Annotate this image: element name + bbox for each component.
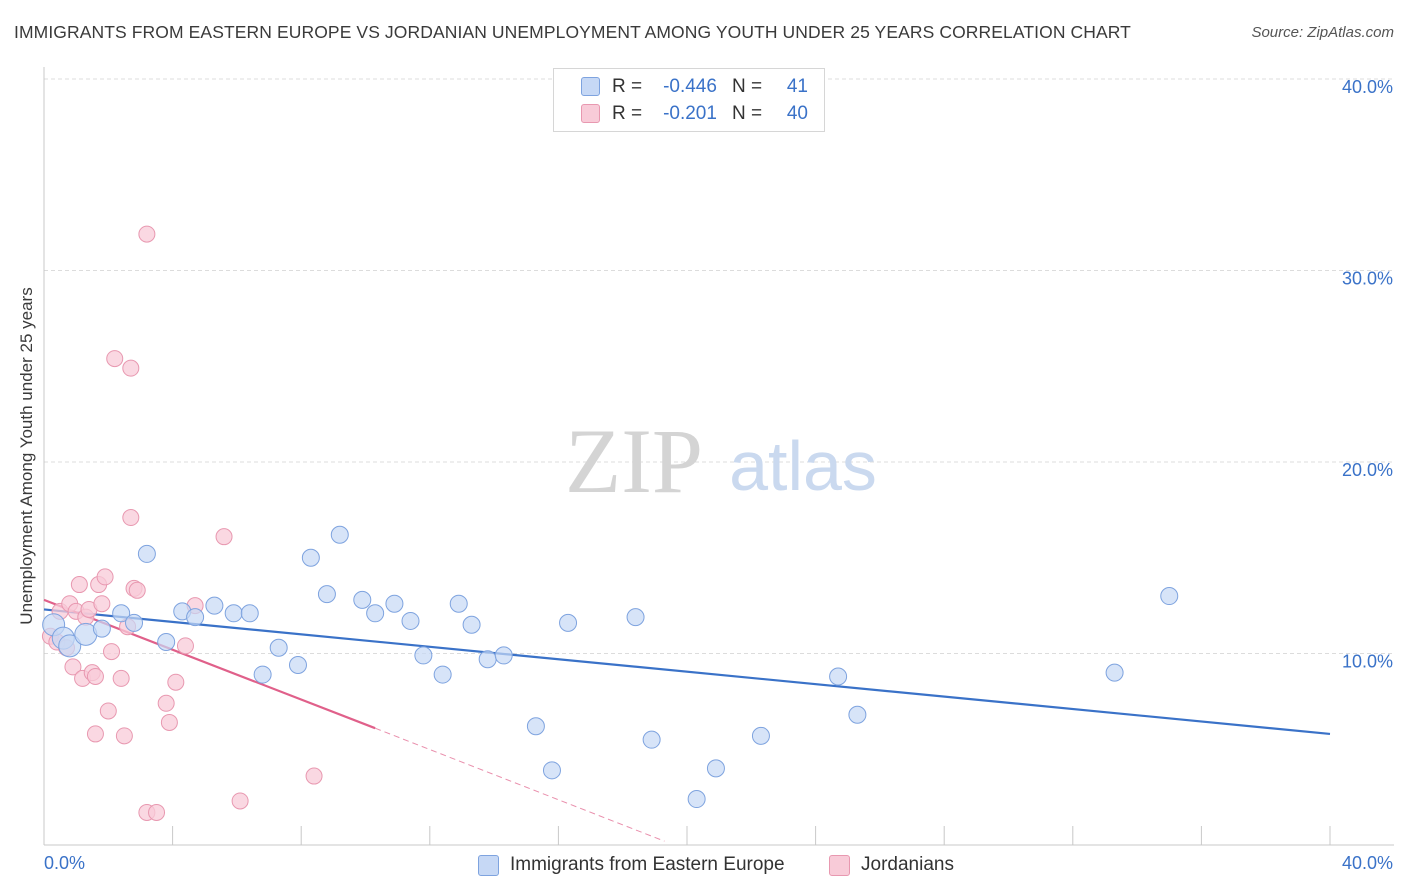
data-point-eastern-europe: [751, 726, 770, 745]
axes: [43, 67, 1394, 846]
data-point-eastern-europe: [205, 596, 224, 615]
watermark-zip: ZIP: [565, 410, 703, 512]
data-point-eastern-europe: [137, 544, 156, 563]
data-point-jordanians: [99, 702, 117, 720]
series-legend-item-jordanians: Jordanians: [829, 852, 954, 878]
data-point-jordanians: [305, 767, 323, 785]
data-point-eastern-europe: [642, 730, 661, 749]
legend-r-value: -0.446: [663, 75, 717, 97]
legend-n-label: N =: [732, 75, 763, 97]
data-point-eastern-europe: [848, 705, 867, 724]
data-point-jordanians: [96, 568, 114, 586]
legend-r-label: R =: [612, 102, 643, 124]
legend-r-label: R =: [612, 75, 643, 97]
data-point-eastern-europe: [353, 590, 372, 609]
data-point-eastern-europe: [462, 615, 481, 634]
legend-row-blue: R = -0.446 N = 41: [554, 73, 808, 100]
source-credit: Source: ZipAtlas.com: [1251, 24, 1394, 41]
data-point-jordanians: [215, 528, 233, 546]
data-point-eastern-europe: [1105, 663, 1124, 682]
data-point-eastern-europe: [401, 611, 420, 630]
data-point-eastern-europe: [58, 634, 82, 658]
data-point-eastern-europe: [157, 633, 176, 652]
data-point-jordanians: [231, 792, 249, 810]
data-point-eastern-europe: [385, 594, 404, 613]
data-point-eastern-europe: [253, 665, 272, 684]
data-point-jordanians: [122, 509, 140, 527]
data-point-eastern-europe: [317, 585, 336, 604]
data-point-eastern-europe: [269, 638, 288, 657]
data-point-eastern-europe: [449, 594, 468, 613]
data-point-eastern-europe: [542, 761, 561, 780]
series-legend: Immigrants from Eastern Europe Jordanian…: [0, 852, 1406, 878]
data-point-jordanians: [106, 350, 124, 368]
watermark-atlas: atlas: [729, 427, 877, 505]
data-point-eastern-europe: [478, 650, 497, 669]
data-point-jordanians: [93, 595, 111, 613]
chart-title: IMMIGRANTS FROM EASTERN EUROPE VS JORDAN…: [14, 22, 1131, 42]
trend-line-jordanians-extension: [374, 727, 665, 842]
legend-swatch-blue: [581, 77, 600, 96]
data-point-eastern-europe: [414, 646, 433, 665]
data-point-eastern-europe: [494, 646, 513, 665]
trend-line-eastern-europe: [43, 608, 1331, 736]
gridlines: [44, 78, 1394, 654]
legend-swatch-pink: [581, 104, 600, 123]
data-point-eastern-europe: [240, 604, 259, 623]
data-point-jordanians: [122, 359, 140, 377]
data-point-eastern-europe: [559, 613, 578, 632]
data-point-eastern-europe: [224, 604, 243, 623]
data-point-jordanians: [157, 694, 175, 712]
data-point-jordanians: [176, 637, 194, 655]
data-point-eastern-europe: [829, 667, 848, 686]
data-point-jordanians: [167, 673, 185, 691]
data-point-jordanians: [128, 581, 146, 599]
data-point-jordanians: [148, 803, 166, 821]
data-point-jordanians: [138, 225, 156, 243]
data-point-eastern-europe: [186, 608, 205, 627]
data-points: [41, 225, 1179, 821]
series-swatch-blue: [478, 854, 499, 876]
y-tick-label: 20.0%: [1342, 460, 1393, 480]
legend-r-value: -0.201: [663, 102, 717, 124]
legend-n-label: N =: [732, 102, 763, 124]
x-tick-label-min: 0.0%: [44, 853, 85, 873]
correlation-legend: R = -0.446 N = 41 R = -0.201 N = 40: [553, 68, 825, 132]
data-point-eastern-europe: [112, 604, 131, 623]
series-label: Jordanians: [861, 854, 954, 875]
data-point-eastern-europe: [330, 525, 349, 544]
data-point-jordanians: [86, 725, 104, 743]
data-point-eastern-europe: [92, 619, 111, 638]
series-legend-item-eastern-europe: Immigrants from Eastern Europe: [478, 852, 785, 878]
data-point-eastern-europe: [526, 717, 545, 736]
data-point-jordanians: [103, 643, 121, 661]
y-tick-label: 10.0%: [1342, 652, 1393, 672]
series-swatch-pink: [829, 854, 850, 876]
legend-n-value: 40: [786, 102, 808, 124]
data-point-jordanians: [160, 713, 178, 731]
legend-row-pink: R = -0.201 N = 40: [554, 100, 808, 127]
y-tick-label: 30.0%: [1342, 269, 1393, 289]
data-point-eastern-europe: [301, 548, 320, 567]
data-point-jordanians: [70, 576, 88, 594]
data-point-jordanians: [115, 727, 133, 745]
x-tick-label-max: 40.0%: [1342, 853, 1393, 873]
data-point-jordanians: [64, 658, 82, 676]
legend-n-value: 41: [786, 75, 808, 97]
data-point-eastern-europe: [433, 665, 452, 684]
data-point-eastern-europe: [687, 790, 706, 809]
series-label: Immigrants from Eastern Europe: [510, 854, 785, 875]
data-point-eastern-europe: [706, 759, 725, 778]
data-point-eastern-europe: [1160, 587, 1179, 606]
data-point-jordanians: [112, 669, 130, 687]
data-point-eastern-europe: [366, 604, 385, 623]
data-point-eastern-europe: [626, 608, 645, 627]
data-point-eastern-europe: [288, 655, 307, 674]
tick-labels: 10.0% 20.0% 30.0% 40.0% 0.0% 40.0%: [44, 77, 1393, 873]
data-point-eastern-europe: [125, 613, 144, 632]
y-tick-label: 40.0%: [1342, 77, 1393, 97]
data-point-jordanians: [86, 667, 104, 685]
